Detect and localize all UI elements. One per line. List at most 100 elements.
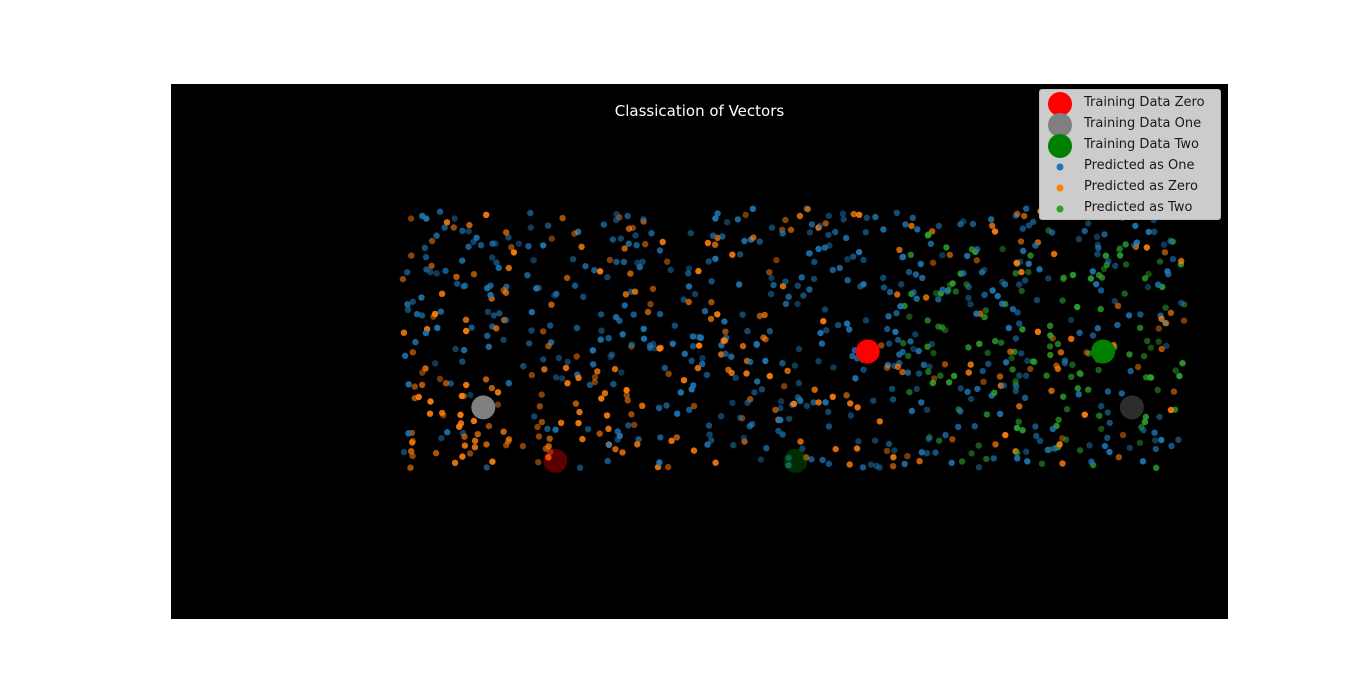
scatter-point-predicted-as-one	[540, 356, 547, 363]
scatter-point-predicted-as-zero	[695, 342, 703, 349]
scatter-point-predicted-as-one	[699, 360, 706, 368]
scatter-point-predicted-as-one	[1104, 434, 1111, 441]
scatter-point-predicted-as-zero	[474, 431, 481, 438]
scatter-point-predicted-as-one	[819, 456, 826, 464]
scatter-point-predicted-as-one	[1095, 244, 1102, 251]
scatter-point-predicted-as-zero	[714, 311, 721, 318]
scatter-point-predicted-as-one	[744, 327, 751, 335]
scatter-point-predicted-as-one	[843, 234, 850, 242]
scatter-point-predicted-as-two	[924, 317, 931, 324]
scatter-point-predicted-as-one	[586, 381, 594, 388]
scatter-point-predicted-as-one	[815, 245, 822, 253]
scatter-point-predicted-as-one	[413, 310, 421, 318]
scatter-point-predicted-as-one	[1045, 275, 1052, 282]
scatter-point-predicted-as-one	[460, 346, 468, 354]
scatter-point-predicted-as-zero	[832, 445, 839, 453]
scatter-point-predicted-as-two	[1055, 416, 1062, 423]
scatter-point-predicted-as-one	[886, 288, 894, 296]
scatter-point-predicted-as-two	[1019, 427, 1026, 434]
scatter-point-predicted-as-one	[757, 456, 764, 463]
scatter-point-predicted-as-one	[749, 205, 757, 212]
scatter-point-predicted-as-one	[965, 283, 972, 291]
scatter-point-predicted-as-one	[872, 213, 879, 221]
scatter-point-predicted-as-one	[618, 369, 625, 376]
scatter-point-predicted-as-two	[1019, 326, 1026, 333]
scatter-point-predicted-as-one	[910, 289, 917, 296]
scatter-point-predicted-as-one	[839, 210, 847, 217]
scatter-point-predicted-as-one	[910, 345, 917, 353]
scatter-point-predicted-as-zero	[605, 425, 612, 432]
scatter-point-predicted-as-one	[1112, 262, 1119, 269]
scatter-point-predicted-as-one	[1020, 247, 1027, 255]
scatter-point-predicted-as-one	[412, 338, 419, 346]
scatter-point-predicted-as-two	[900, 340, 907, 347]
scatter-point-predicted-as-one	[1061, 360, 1069, 367]
scatter-point-predicted-as-one	[885, 340, 893, 347]
scatter-point-predicted-as-one	[614, 428, 621, 435]
scatter-point-predicted-as-zero	[1081, 411, 1088, 418]
scatter-point-predicted-as-one	[1093, 233, 1101, 241]
scatter-point-predicted-as-one	[608, 351, 616, 358]
scatter-point-predicted-as-two	[984, 349, 991, 356]
scatter-point-predicted-as-two	[965, 344, 972, 351]
scatter-point-predicted-as-one	[505, 234, 512, 241]
scatter-point-predicted-as-zero	[815, 399, 822, 406]
scatter-point-predicted-as-one	[722, 350, 729, 357]
scatter-point-predicted-as-two	[1144, 337, 1151, 345]
scatter-point-predicted-as-one	[487, 291, 494, 299]
scatter-point-predicted-as-two	[1025, 268, 1032, 276]
scatter-point-predicted-as-one	[558, 375, 566, 382]
scatter-point-predicted-as-zero	[528, 371, 535, 379]
scatter-point-predicted-as-two	[1063, 436, 1070, 443]
scatter-point-predicted-as-one	[697, 334, 705, 342]
scatter-point-predicted-as-one	[704, 441, 711, 448]
scatter-point-predicted-as-zero	[622, 291, 630, 298]
scatter-point-predicted-as-one	[635, 436, 642, 443]
scatter-point-predicted-as-zero	[462, 316, 470, 323]
scatter-point-predicted-as-one	[1023, 205, 1030, 212]
scatter-point-predicted-as-one	[705, 258, 712, 265]
scatter-point-predicted-as-one	[708, 278, 715, 285]
scatter-point-predicted-as-zero	[575, 374, 582, 382]
scatter-point-predicted-as-two	[1154, 386, 1161, 394]
scatter-point-predicted-as-one	[767, 290, 775, 298]
scatter-point-predicted-as-zero	[967, 361, 974, 368]
scatter-point-predicted-as-zero	[500, 428, 507, 435]
scatter-point-predicted-as-one	[766, 328, 773, 335]
scatter-point-predicted-as-one	[889, 396, 897, 403]
scatter-point-predicted-as-two	[1116, 246, 1123, 253]
scatter-point-predicted-as-one	[1104, 388, 1112, 395]
scatter-point-predicted-as-zero	[695, 267, 702, 275]
scatter-point-predicted-as-one	[825, 231, 832, 239]
scatter-point-predicted-as-one	[465, 243, 472, 250]
scatter-point-predicted-as-zero	[1167, 406, 1175, 414]
scatter-point-predicted-as-one	[625, 422, 632, 429]
scatter-point-predicted-as-one	[1163, 342, 1170, 350]
scatter-point-predicted-as-one	[1085, 220, 1092, 227]
scatter-point-predicted-as-two	[1074, 303, 1081, 311]
scatter-point-predicted-as-zero	[470, 417, 478, 425]
scatter-point-predicted-as-one	[919, 274, 926, 282]
scatter-point-predicted-as-one	[1075, 235, 1083, 243]
scatter-point-predicted-as-one	[714, 210, 721, 217]
scatter-point-predicted-as-zero	[461, 442, 469, 449]
scatter-point-predicted-as-zero	[601, 390, 609, 397]
legend-marker-training-zero	[1048, 91, 1072, 116]
scatter-point-predicted-as-zero	[804, 205, 811, 213]
scatter-point-predicted-as-one	[1023, 448, 1030, 455]
scatter-point-predicted-as-one	[891, 447, 898, 454]
scatter-point-predicted-as-one	[1051, 445, 1058, 452]
scatter-point-predicted-as-one	[975, 464, 983, 471]
scatter-point-predicted-as-zero	[728, 369, 735, 377]
scatter-point-predicted-as-zero	[1034, 328, 1042, 335]
scatter-point-predicted-as-zero	[1018, 268, 1025, 276]
scatter-point-predicted-as-one	[648, 230, 655, 237]
scatter-point-predicted-as-one	[605, 335, 612, 342]
scatter-point-predicted-as-zero	[790, 400, 798, 407]
scatter-point-predicted-as-one	[590, 361, 597, 368]
scatter-point-predicted-as-one	[1076, 329, 1083, 336]
scatter-point-predicted-as-one	[855, 438, 862, 445]
scatter-point-predicted-as-zero	[422, 365, 429, 372]
scatter-point-predicted-as-zero	[1134, 363, 1142, 371]
scatter-point-predicted-as-one	[452, 345, 459, 353]
